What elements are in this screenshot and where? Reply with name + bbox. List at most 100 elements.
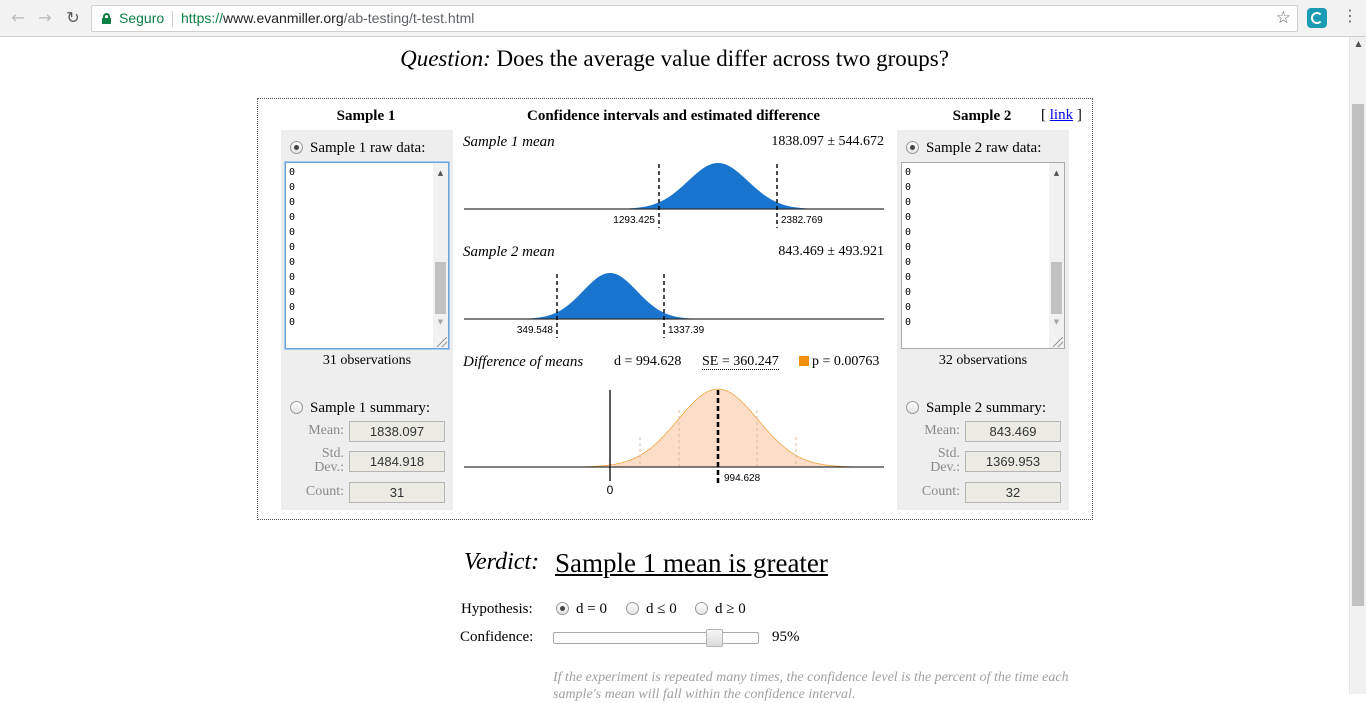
- scroll-down-arrow-icon[interactable]: ▼: [437, 318, 444, 326]
- extension-icon[interactable]: [1307, 8, 1327, 28]
- sample1-summary-label: Sample 1 summary:: [310, 400, 430, 416]
- sample1-summary-radio[interactable]: [290, 401, 303, 414]
- back-arrow-icon[interactable]: ←: [11, 8, 25, 27]
- sample2-density-curve: [523, 273, 703, 319]
- difference-se[interactable]: SE = 360.247: [702, 354, 779, 370]
- link-wrap: [ link ]: [1041, 107, 1082, 124]
- sample1-ci-high-label: 2382.769: [781, 215, 823, 226]
- sample1-std-field[interactable]: 1484.918: [349, 451, 445, 472]
- sample1-textarea-scrollbar[interactable]: ▲ ▼: [433, 163, 448, 348]
- middle-header: Confidence intervals and estimated diffe…: [526, 108, 820, 124]
- raw-data-line: 0: [905, 302, 912, 313]
- sample2-raw-radio[interactable]: [906, 141, 919, 154]
- scroll-up-arrow-icon[interactable]: ▲: [1355, 39, 1362, 48]
- resize-handle-icon[interactable]: [1053, 337, 1063, 347]
- lock-icon: [102, 13, 111, 24]
- sample1-mean-label: Mean:: [308, 423, 344, 438]
- raw-data-line: 0: [905, 242, 912, 253]
- verdict-label: Verdict:: [464, 549, 540, 575]
- difference-p: p = 0.00763: [799, 354, 879, 370]
- link-bracket-open: [: [1041, 107, 1046, 123]
- sample2-textarea-scrollbar[interactable]: ▲ ▼: [1049, 163, 1064, 348]
- difference-label: Difference of means: [463, 354, 584, 370]
- address-separator: [172, 11, 173, 27]
- sample1-observations: 31 observations: [322, 353, 412, 368]
- sample2-summary-label: Sample 2 summary:: [926, 400, 1046, 416]
- hypothesis-option-eq-label: d = 0: [576, 601, 607, 617]
- browser-toolbar: ← → ↻ Seguro https://www.evanmiller.org/…: [0, 0, 1366, 37]
- resize-handle-icon[interactable]: [437, 337, 447, 347]
- sample1-std-label-line2: Dev.:: [314, 460, 344, 475]
- scroll-up-arrow-icon[interactable]: ▲: [1053, 169, 1060, 177]
- calculator-box: [257, 98, 1093, 520]
- sample1-raw-label: Sample 1 raw data:: [310, 140, 426, 156]
- raw-data-line: 0: [905, 212, 912, 223]
- sample2-header: Sample 2: [952, 108, 1012, 124]
- sample2-mean-plot: 349.548 1337.39: [464, 273, 884, 338]
- sample2-raw-label: Sample 2 raw data:: [926, 140, 1042, 156]
- raw-data-line: 0: [289, 182, 296, 193]
- confidence-note: If the experiment is repeated many times…: [553, 670, 1069, 702]
- sample2-mean-field[interactable]: 843.469: [965, 421, 1061, 442]
- sample2-mean-value: 843.469 ± 493.921: [778, 244, 884, 259]
- hypothesis-option-eq-radio[interactable]: [556, 602, 569, 615]
- sample1-ci-low-label: 1293.425: [613, 215, 655, 226]
- sample1-textarea-scroll-thumb[interactable]: [435, 262, 446, 314]
- sample2-mean-label: Mean:: [924, 423, 960, 438]
- question-prefix: Question:: [400, 46, 491, 71]
- sample2-textarea-scroll-thumb[interactable]: [1051, 262, 1062, 314]
- sample1-mean-field[interactable]: 1838.097: [349, 421, 445, 442]
- sample2-ci-high-label: 1337.39: [668, 325, 705, 336]
- sample1-raw-textarea[interactable]: 0 0 0 0 0 0 0 0 0 0 0 ▲ ▼: [285, 162, 449, 349]
- sample2-ci-low-label: 349.548: [517, 325, 554, 336]
- sample2-count-field[interactable]: 32: [965, 482, 1061, 503]
- hypothesis-option-ge-radio[interactable]: [695, 602, 708, 615]
- sample2-raw-textarea[interactable]: 0 0 0 0 0 0 0 0 0 0 0 ▲ ▼: [901, 162, 1065, 349]
- permalink[interactable]: link: [1049, 107, 1074, 123]
- sample1-density-curve: [603, 163, 833, 209]
- p-value-swatch: [799, 356, 809, 366]
- url-protocol: https://: [181, 10, 224, 26]
- scroll-up-arrow-icon[interactable]: ▲: [437, 169, 444, 177]
- hypothesis-label: Hypothesis:: [461, 601, 533, 617]
- hypothesis-option-le-radio[interactable]: [626, 602, 639, 615]
- secure-label: Seguro: [119, 10, 165, 26]
- raw-data-line: 0: [289, 257, 296, 268]
- raw-data-line: 0: [905, 227, 912, 238]
- sample1-header: Sample 1: [336, 108, 396, 124]
- page-scrollbar-thumb[interactable]: [1352, 104, 1364, 606]
- hypothesis-option-ge-label: d ≥ 0: [715, 601, 746, 617]
- difference-plot: 0 994.628: [464, 388, 884, 497]
- scroll-down-arrow-icon[interactable]: ▼: [1053, 318, 1060, 326]
- sample2-observations: 32 observations: [938, 353, 1028, 368]
- sample2-std-label-line1: Std.: [937, 446, 960, 461]
- p-value-text: p = 0.00763: [812, 354, 880, 369]
- sample1-count-field[interactable]: 31: [349, 482, 445, 503]
- sample2-std-field[interactable]: 1369.953: [965, 451, 1061, 472]
- url-text[interactable]: https://www.evanmiller.org/ab-testing/t-…: [181, 10, 474, 26]
- confidence-label: Confidence:: [460, 629, 534, 645]
- bookmark-star-icon[interactable]: ☆: [1275, 8, 1291, 28]
- page-question: Question: Does the average value differ …: [0, 46, 1349, 72]
- sample2-std-label: Std. Dev.:: [899, 447, 960, 475]
- sample1-raw-radio[interactable]: [290, 141, 303, 154]
- confidence-slider[interactable]: [553, 632, 759, 644]
- raw-data-line: 0: [289, 242, 296, 253]
- sample2-summary-radio[interactable]: [906, 401, 919, 414]
- forward-arrow-icon[interactable]: →: [38, 8, 52, 27]
- page-scrollbar[interactable]: ▲: [1349, 37, 1366, 694]
- raw-data-line: 0: [905, 182, 912, 193]
- raw-data-line: 0: [905, 167, 912, 178]
- difference-density-curve: [582, 388, 854, 468]
- raw-data-line: 0: [289, 197, 296, 208]
- raw-data-line: 0: [905, 287, 912, 298]
- question-text: Does the average value differ across two…: [490, 46, 949, 71]
- sample1-count-label: Count:: [305, 484, 344, 499]
- reload-icon[interactable]: ↻: [66, 8, 80, 27]
- sample1-std-label-line1: Std.: [321, 446, 344, 461]
- confidence-slider-thumb[interactable]: [706, 629, 723, 647]
- sample1-mean-value: 1838.097 ± 544.672: [771, 134, 884, 149]
- address-bar[interactable]: Seguro https://www.evanmiller.org/ab-tes…: [91, 5, 1298, 32]
- browser-menu-icon[interactable]: ⋮: [1342, 6, 1358, 25]
- raw-data-line: 0: [905, 257, 912, 268]
